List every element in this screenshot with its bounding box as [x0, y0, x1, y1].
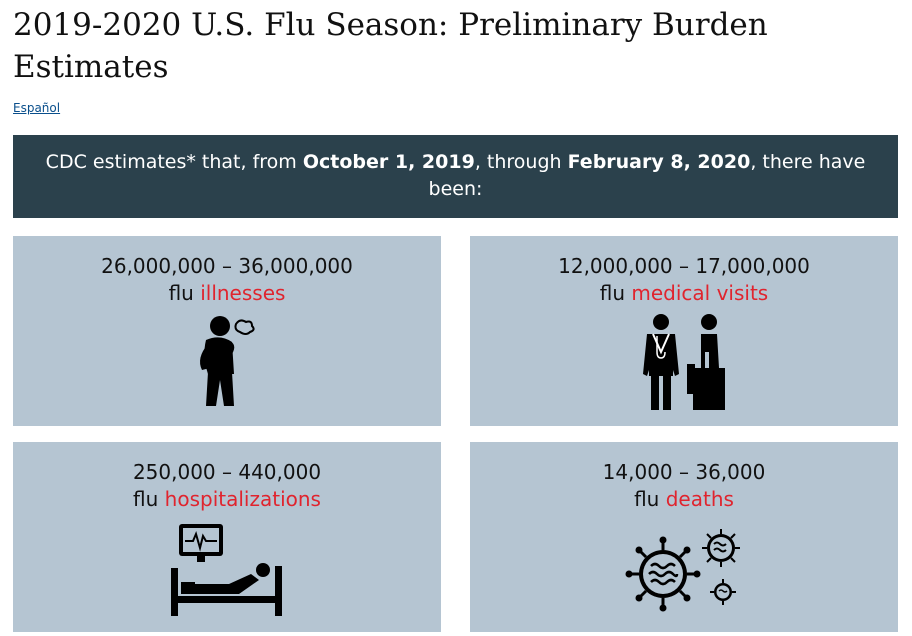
- estimate-banner: CDC estimates* that, from October 1, 201…: [13, 135, 898, 218]
- medical-visits-range: 12,000,000 – 17,000,000: [558, 254, 810, 278]
- banner-date-end: February 8, 2020: [567, 151, 751, 173]
- hospitalizations-card: 250,000 – 440,000 flu hospitalizations: [13, 442, 441, 632]
- deaths-card: 14,000 – 36,000 flu deaths: [470, 442, 898, 632]
- illnesses-label: flu illnesses: [13, 280, 441, 307]
- medical-visits-prefix: flu: [599, 281, 626, 305]
- sick-person-icon: [200, 316, 255, 406]
- deaths-label: flu deaths: [470, 486, 898, 513]
- language-link-espanol[interactable]: Español: [13, 101, 61, 115]
- banner-date-start: October 1, 2019: [302, 151, 475, 173]
- banner-text-pre: CDC estimates* that, from: [45, 151, 303, 173]
- hospitalizations-label: flu hospitalizations: [13, 486, 441, 513]
- medical-visits-category: medical visits: [631, 281, 769, 305]
- doctor-patient-icon: [643, 314, 725, 410]
- banner-text-post: , there have been:: [428, 151, 866, 200]
- hospitalizations-prefix: flu: [133, 487, 159, 511]
- hospitalizations-range: 250,000 – 440,000: [132, 460, 322, 484]
- hospital-bed-icon: [171, 524, 282, 616]
- illnesses-range: 26,000,000 – 36,000,000: [101, 254, 353, 278]
- illnesses-category: illnesses: [200, 281, 286, 305]
- deaths-prefix: flu: [634, 487, 660, 511]
- deaths-range: 14,000 – 36,000: [602, 460, 766, 484]
- illnesses-card: 26,000,000 – 36,000,000 flu illnesses: [13, 236, 441, 426]
- virus-icon: [625, 529, 740, 612]
- illnesses-prefix: flu: [168, 281, 194, 305]
- page-title: 2019-2020 U.S. Flu Season: Preliminary B…: [13, 7, 768, 85]
- hospitalizations-category: hospitalizations: [164, 487, 321, 511]
- banner-text-mid: , through: [474, 151, 568, 173]
- deaths-category: deaths: [665, 487, 734, 511]
- medical-visits-card: 12,000,000 – 17,000,000 flu medical visi…: [470, 236, 898, 426]
- medical-visits-label: flu medical visits: [470, 280, 898, 307]
